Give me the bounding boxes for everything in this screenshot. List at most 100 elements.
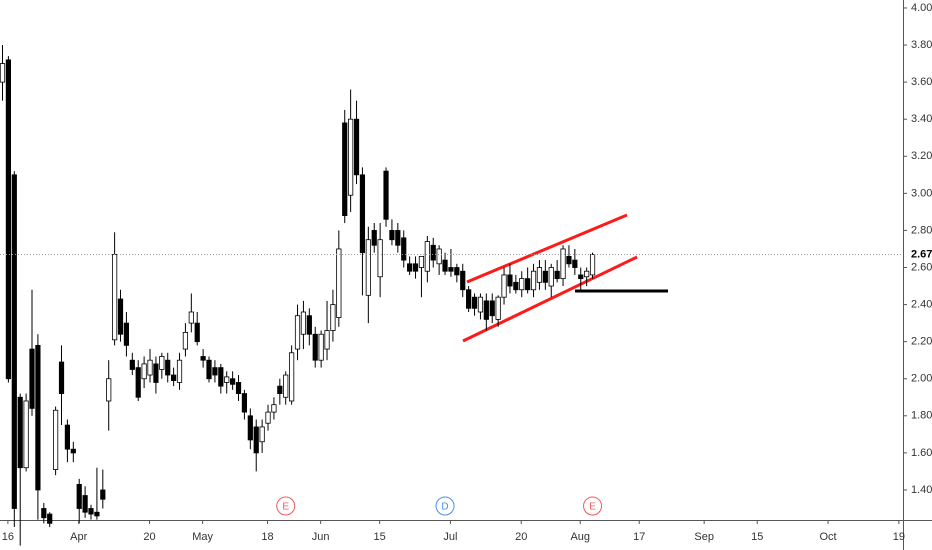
candle-body [289,352,295,402]
candle-body [259,426,265,443]
candle-body [76,484,82,509]
candle-body [318,333,324,361]
candle-body [471,296,478,309]
candle-body [135,367,141,398]
candle-body [147,359,153,376]
candle-body [536,267,543,283]
candle-body [477,296,484,313]
last-price-label: 2.67 [911,248,932,260]
candle-body [578,274,584,280]
candle-body [218,367,224,387]
candle-body [424,241,430,272]
x-tick-label: 17 [633,531,645,543]
candle-body [271,404,277,413]
candle-body [589,254,596,276]
x-tick-label: 18 [261,531,273,543]
candle-body [525,278,531,291]
candle-body [306,315,312,335]
x-tick-label: Aug [570,531,590,543]
candle-body [153,363,159,383]
candle-body [23,400,29,469]
candle-body [58,361,65,394]
candle-body [70,448,76,454]
x-tick-label: 20 [515,531,527,543]
x-tick-label: Jun [312,531,330,543]
y-tick-label: 1.80 [911,410,932,422]
candle-body [448,267,454,272]
candle-body [129,359,135,370]
candle-body [64,424,71,450]
candle-body [412,263,419,272]
x-tick-label: 20 [143,531,155,543]
candle-body [117,298,124,335]
candle-body [336,248,342,318]
candle-body [348,118,354,196]
candle-body [519,278,525,291]
candle-body [584,270,590,278]
candle-body [5,59,12,380]
candle-body [542,270,548,283]
candle-body [324,330,330,350]
candle-body [171,374,177,381]
candle-body [312,333,318,361]
candle-body [342,122,348,217]
candle-body [554,270,560,280]
candle-body [294,315,301,350]
candle-body [395,230,401,246]
candle-body [365,239,371,296]
candle-body [241,393,248,413]
candle-body [548,267,554,287]
candle-body [418,255,425,268]
x-tick-label: Oct [820,531,837,543]
candle-body [41,508,47,519]
candle-body [141,363,147,380]
y-tick-label: 1.60 [911,447,932,459]
candle-body [11,174,17,509]
candle-body [35,344,41,491]
y-tick-label: 3.40 [911,113,932,125]
y-tick-label: 3.00 [911,187,932,199]
candle-body [194,322,200,343]
candle-body [330,304,336,331]
candle-body [112,254,118,341]
x-tick-label: 16 [2,531,14,543]
candle-body [407,263,413,272]
x-tick-label: 15 [374,531,386,543]
candle-body [277,385,283,394]
candle-body [206,359,212,380]
candle-body [106,378,112,402]
channel-lower [462,255,638,343]
candle-body [123,322,130,346]
candle-body [265,411,271,424]
candle-body [53,409,59,470]
candle-body [253,426,259,454]
y-tick-label: 3.80 [911,39,932,51]
candle-body [466,289,472,309]
candle-body [442,259,448,272]
x-tick-label: May [192,531,213,543]
x-tick-label: Apr [70,531,87,543]
candle-body [513,281,519,291]
y-tick-label: 1.40 [911,484,932,496]
candle-body [460,270,466,291]
candle-body [188,311,194,324]
candle-body [235,382,242,394]
candle-body [359,174,366,254]
candle-body [82,495,88,513]
candle-body [224,376,230,383]
candle-body [530,270,537,291]
candle-body [566,255,572,265]
y-tick-label: 3.60 [911,76,932,88]
candle-body [377,239,383,278]
candle-body [430,244,436,261]
candle-body [230,378,236,385]
candle-body [182,331,189,350]
candle-body [501,274,507,298]
candle-body [436,248,442,265]
candle-body [100,489,106,500]
candle-body [29,348,35,409]
x-tick-label: 15 [751,531,763,543]
event-badge [583,496,603,516]
candle-body [88,508,94,515]
